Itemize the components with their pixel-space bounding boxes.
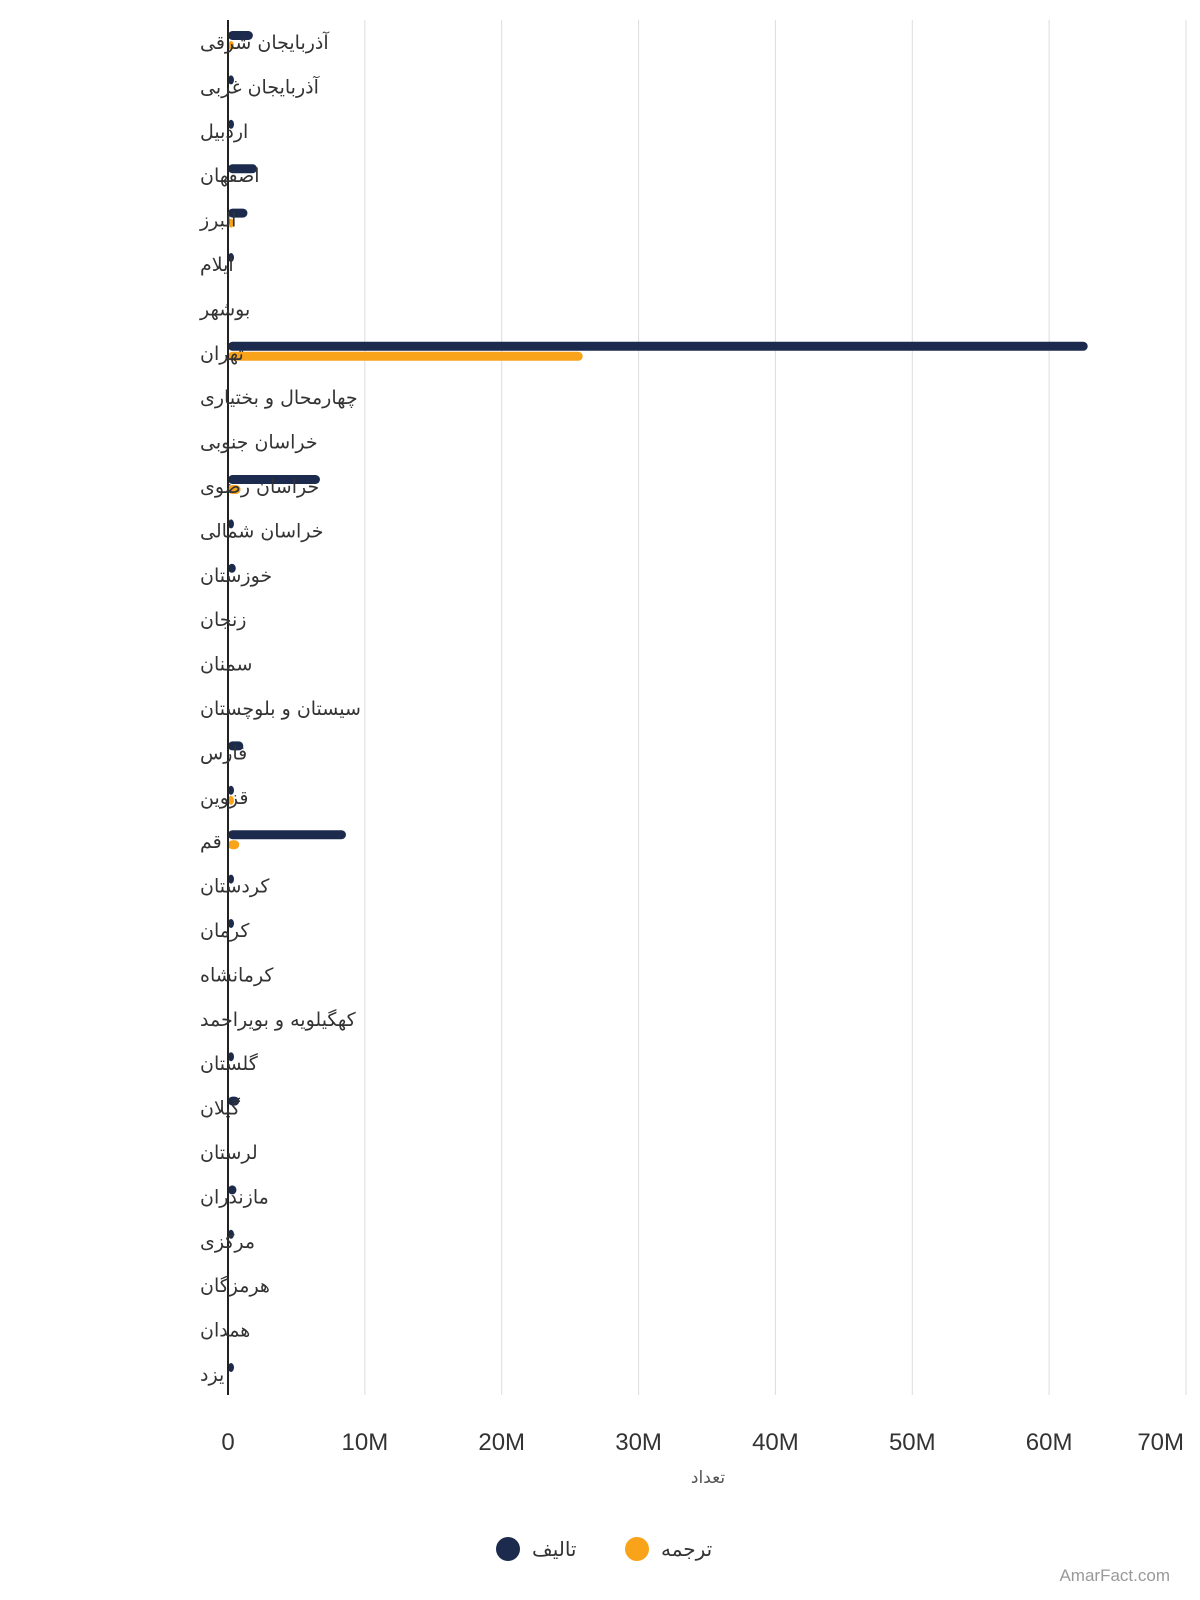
category-label: هرمزگان [200,1274,270,1297]
category-label: بوشهر [199,298,250,320]
category-label: لرستان [200,1142,258,1164]
bar-series1[interactable] [228,253,234,262]
category-label: کرمان [200,920,250,942]
bar-series2[interactable] [228,795,234,805]
category-label: خوزستان [200,565,272,587]
bar-series1[interactable] [228,164,258,174]
category-label: سمنان [200,654,252,676]
category-label: گیلان [200,1097,241,1120]
category-label: سیستان و بلوچستان [200,698,361,720]
category-label: البرز [199,210,236,232]
bar-series2[interactable] [228,351,583,361]
x-tick-label: 30M [615,1429,662,1456]
grid-lines [364,20,1187,1395]
x-axis-title: تعداد [691,1468,725,1488]
bar-series1[interactable] [228,1185,237,1195]
bar-series1[interactable] [228,31,253,40]
category-label: خراسان شمالی [200,520,324,542]
bars [228,31,1088,1372]
bar-series1[interactable] [228,341,1088,351]
category-label: یزد [200,1364,224,1386]
category-label: کردستان [200,876,270,898]
category-label: مازندران [200,1186,269,1208]
bar-series1[interactable] [228,785,234,795]
bar-series1[interactable] [228,919,234,928]
x-tick-labels: 0 10M 20M 30M 40M 50M 60M 70M [221,1429,1184,1456]
category-label: ایلام [200,254,234,276]
category-label: مرکزی [200,1231,255,1253]
category-label: اصفهان [200,165,260,187]
bar-series1[interactable] [228,563,236,573]
category-label: آذربایجان شرقی [200,30,329,54]
bar-series2[interactable] [228,485,241,494]
category-label: گلستان [200,1052,259,1075]
x-tick-label: 0 [221,1429,234,1456]
bar-series1[interactable] [228,830,346,840]
category-label: خراسان جنوبی [200,432,318,454]
bar-series2[interactable] [228,41,234,50]
credit-text: AmarFact.com [1059,1566,1170,1585]
category-label: آذربایجان غربی [200,74,320,98]
legend-marker[interactable] [496,1537,520,1561]
bar-series1[interactable] [228,119,234,129]
legend[interactable]: تالیف ترجمه [496,1537,712,1561]
category-label: اردبیل [200,121,248,143]
bar-series1[interactable] [228,1363,234,1372]
category-label: کرمانشاه [200,964,274,986]
bar-series2[interactable] [228,218,234,228]
bar-series1[interactable] [228,475,320,484]
category-label: قم [200,831,222,853]
x-tick-label: 50M [889,1429,936,1456]
bar-series1[interactable] [228,1096,240,1106]
legend-marker[interactable] [625,1537,649,1561]
x-tick-label: 60M [1026,1429,1073,1456]
bar-series1[interactable] [228,208,248,218]
x-tick-label: 10M [342,1429,389,1456]
bar-series1[interactable] [228,1229,234,1239]
category-label: خراسان رضوی [200,476,319,498]
bar-series1[interactable] [228,741,244,751]
category-label: فارس [200,742,247,764]
bar-series1[interactable] [228,519,234,529]
x-tick-label: 70M [1137,1429,1184,1456]
category-labels: آذربایجان شرقی آذربایجان غربی اردبیل اصفهان… [199,30,361,1386]
legend-label[interactable]: تالیف [532,1537,577,1561]
x-tick-label: 20M [478,1429,525,1456]
category-label: کهگیلویه و بویراحمد [200,1008,357,1031]
bar-series1[interactable] [228,1052,234,1062]
legend-label[interactable]: ترجمه [661,1537,712,1561]
category-label: قزوین [200,787,249,809]
category-label: همدان [200,1320,250,1342]
category-label: زنجان [200,609,246,631]
bar-series2[interactable] [228,840,240,850]
bar-series1[interactable] [228,75,234,85]
x-tick-label: 40M [752,1429,799,1456]
category-label: تهران [200,343,244,365]
bar-series1[interactable] [228,874,234,884]
category-label: چهارمحال و بختیاری [200,387,358,409]
